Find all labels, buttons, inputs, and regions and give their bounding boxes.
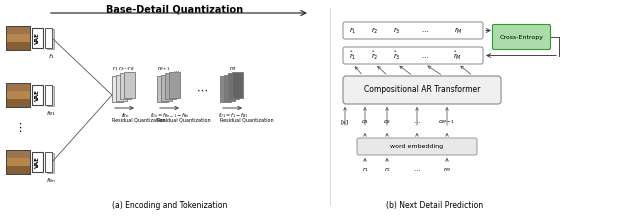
Bar xyxy=(45,152,52,172)
Bar xyxy=(6,26,30,50)
FancyBboxPatch shape xyxy=(343,76,501,104)
Bar xyxy=(6,26,30,50)
FancyBboxPatch shape xyxy=(343,47,483,64)
Text: $r_1$: $r_1$ xyxy=(112,64,118,73)
Bar xyxy=(32,28,43,48)
Bar xyxy=(165,73,176,99)
Bar xyxy=(6,150,30,174)
Text: $o_1$: $o_1$ xyxy=(361,118,369,126)
Bar xyxy=(6,26,30,34)
Text: $f_{Dn}=f_{Bn-1}-f_{Bn}$: $f_{Dn}=f_{Bn-1}-f_{Bn}$ xyxy=(150,111,189,120)
Bar xyxy=(6,34,30,42)
Text: [s]: [s] xyxy=(341,120,349,125)
Text: $o_{M-1}$: $o_{M-1}$ xyxy=(438,118,456,126)
Text: $r_M$: $r_M$ xyxy=(229,64,237,73)
Bar xyxy=(6,150,30,174)
Text: (b) Next Detail Prediction: (b) Next Detail Prediction xyxy=(387,201,484,210)
Bar xyxy=(45,85,52,105)
Text: $\cdots$: $\cdots$ xyxy=(421,28,429,33)
Bar xyxy=(224,74,235,100)
Text: $f_{Bn}$: $f_{Bn}$ xyxy=(120,111,129,120)
Text: $\cdots$: $\cdots$ xyxy=(413,120,421,125)
FancyBboxPatch shape xyxy=(343,22,483,39)
Bar xyxy=(6,150,30,158)
Bar xyxy=(6,99,30,107)
Bar xyxy=(6,91,30,99)
Bar xyxy=(47,153,54,173)
Bar xyxy=(6,42,30,50)
Bar xyxy=(6,83,30,91)
Bar xyxy=(6,166,30,174)
Text: $\cdots$: $\cdots$ xyxy=(413,168,421,173)
Text: $r_M$: $r_M$ xyxy=(443,166,451,174)
Text: Compositional AR Transformer: Compositional AR Transformer xyxy=(364,85,480,94)
Text: VAE: VAE xyxy=(35,156,40,168)
Bar xyxy=(124,71,135,97)
Text: Cross-Entropy: Cross-Entropy xyxy=(499,35,543,39)
Bar xyxy=(6,83,30,107)
Text: $f_1$: $f_1$ xyxy=(48,52,54,61)
Bar xyxy=(116,74,127,100)
Bar xyxy=(32,85,43,105)
Text: $r_2\cdots r_B$: $r_2\cdots r_B$ xyxy=(118,64,134,73)
Bar xyxy=(120,73,131,99)
Text: VAE: VAE xyxy=(35,32,40,44)
Bar xyxy=(32,152,43,172)
Bar xyxy=(161,74,172,100)
Text: $\hat{r}_M$: $\hat{r}_M$ xyxy=(454,49,463,62)
Bar xyxy=(169,71,180,97)
Text: $r_2$: $r_2$ xyxy=(371,25,379,36)
Text: $\hat{r}_3$: $\hat{r}_3$ xyxy=(393,49,401,62)
Text: $\vdots$: $\vdots$ xyxy=(14,122,22,135)
Text: $f_{D1}=f_1-f_{B1}$: $f_{D1}=f_1-f_{B1}$ xyxy=(218,111,248,120)
Text: $f_{Bn}$: $f_{Bn}$ xyxy=(46,176,56,185)
FancyBboxPatch shape xyxy=(357,138,477,155)
Text: word embedding: word embedding xyxy=(390,144,444,149)
Bar xyxy=(45,28,52,48)
Text: VAE: VAE xyxy=(35,89,40,101)
Text: $o_2$: $o_2$ xyxy=(383,118,391,126)
Text: Residual Quantization: Residual Quantization xyxy=(157,117,211,122)
Text: $r_{B+1}$: $r_{B+1}$ xyxy=(157,64,171,73)
Text: $\hat{r}_1$: $\hat{r}_1$ xyxy=(349,49,356,62)
Bar xyxy=(6,83,30,107)
Text: $\cdots$: $\cdots$ xyxy=(196,85,208,95)
Bar xyxy=(157,76,168,102)
Bar xyxy=(220,76,231,102)
Text: Residual Quantization: Residual Quantization xyxy=(220,117,274,122)
Text: $r_3$: $r_3$ xyxy=(393,25,401,36)
Text: $\cdots$: $\cdots$ xyxy=(173,68,180,73)
Text: $f_{B1}$: $f_{B1}$ xyxy=(46,109,56,118)
Text: $r_1$: $r_1$ xyxy=(349,25,356,36)
Text: $r_1$: $r_1$ xyxy=(362,166,369,174)
Text: Base-Detail Quantization: Base-Detail Quantization xyxy=(106,4,244,14)
Text: Residual Quantization: Residual Quantization xyxy=(112,117,166,122)
Bar xyxy=(228,73,239,99)
FancyBboxPatch shape xyxy=(493,25,550,49)
Text: (a) Encoding and Tokenization: (a) Encoding and Tokenization xyxy=(112,201,228,210)
Text: $\hat{r}_2$: $\hat{r}_2$ xyxy=(371,49,379,62)
Bar xyxy=(47,86,54,106)
Bar xyxy=(112,76,123,102)
Bar xyxy=(6,158,30,166)
Text: $r_M$: $r_M$ xyxy=(454,25,463,36)
Text: $\cdots$: $\cdots$ xyxy=(421,53,429,59)
Bar xyxy=(47,29,54,49)
Bar xyxy=(232,71,243,97)
Text: $r_2$: $r_2$ xyxy=(383,166,390,174)
